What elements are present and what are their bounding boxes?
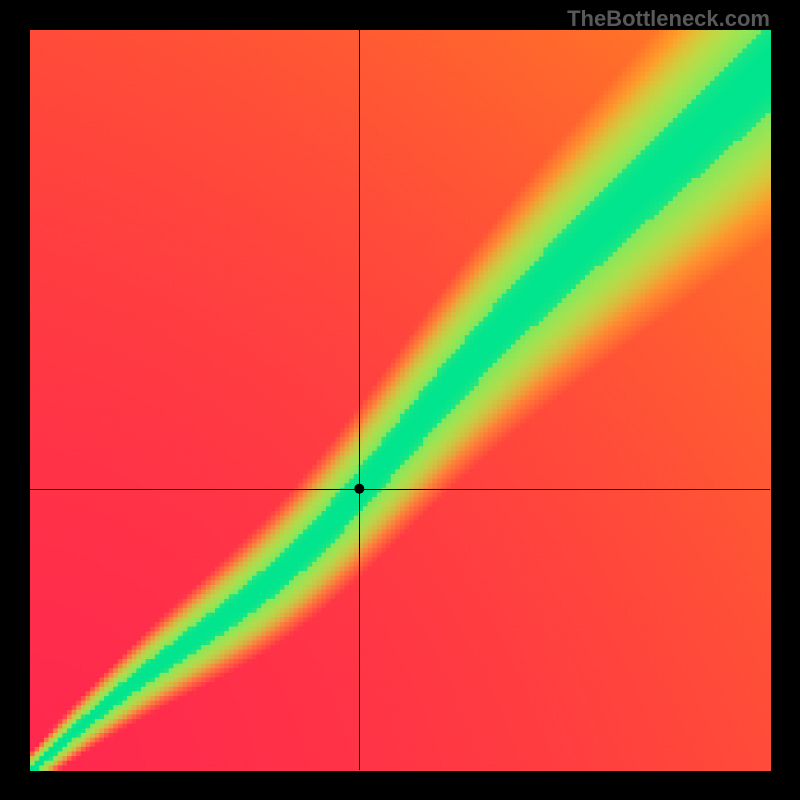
- watermark-text: TheBottleneck.com: [567, 6, 770, 32]
- bottleneck-heatmap: [0, 0, 800, 800]
